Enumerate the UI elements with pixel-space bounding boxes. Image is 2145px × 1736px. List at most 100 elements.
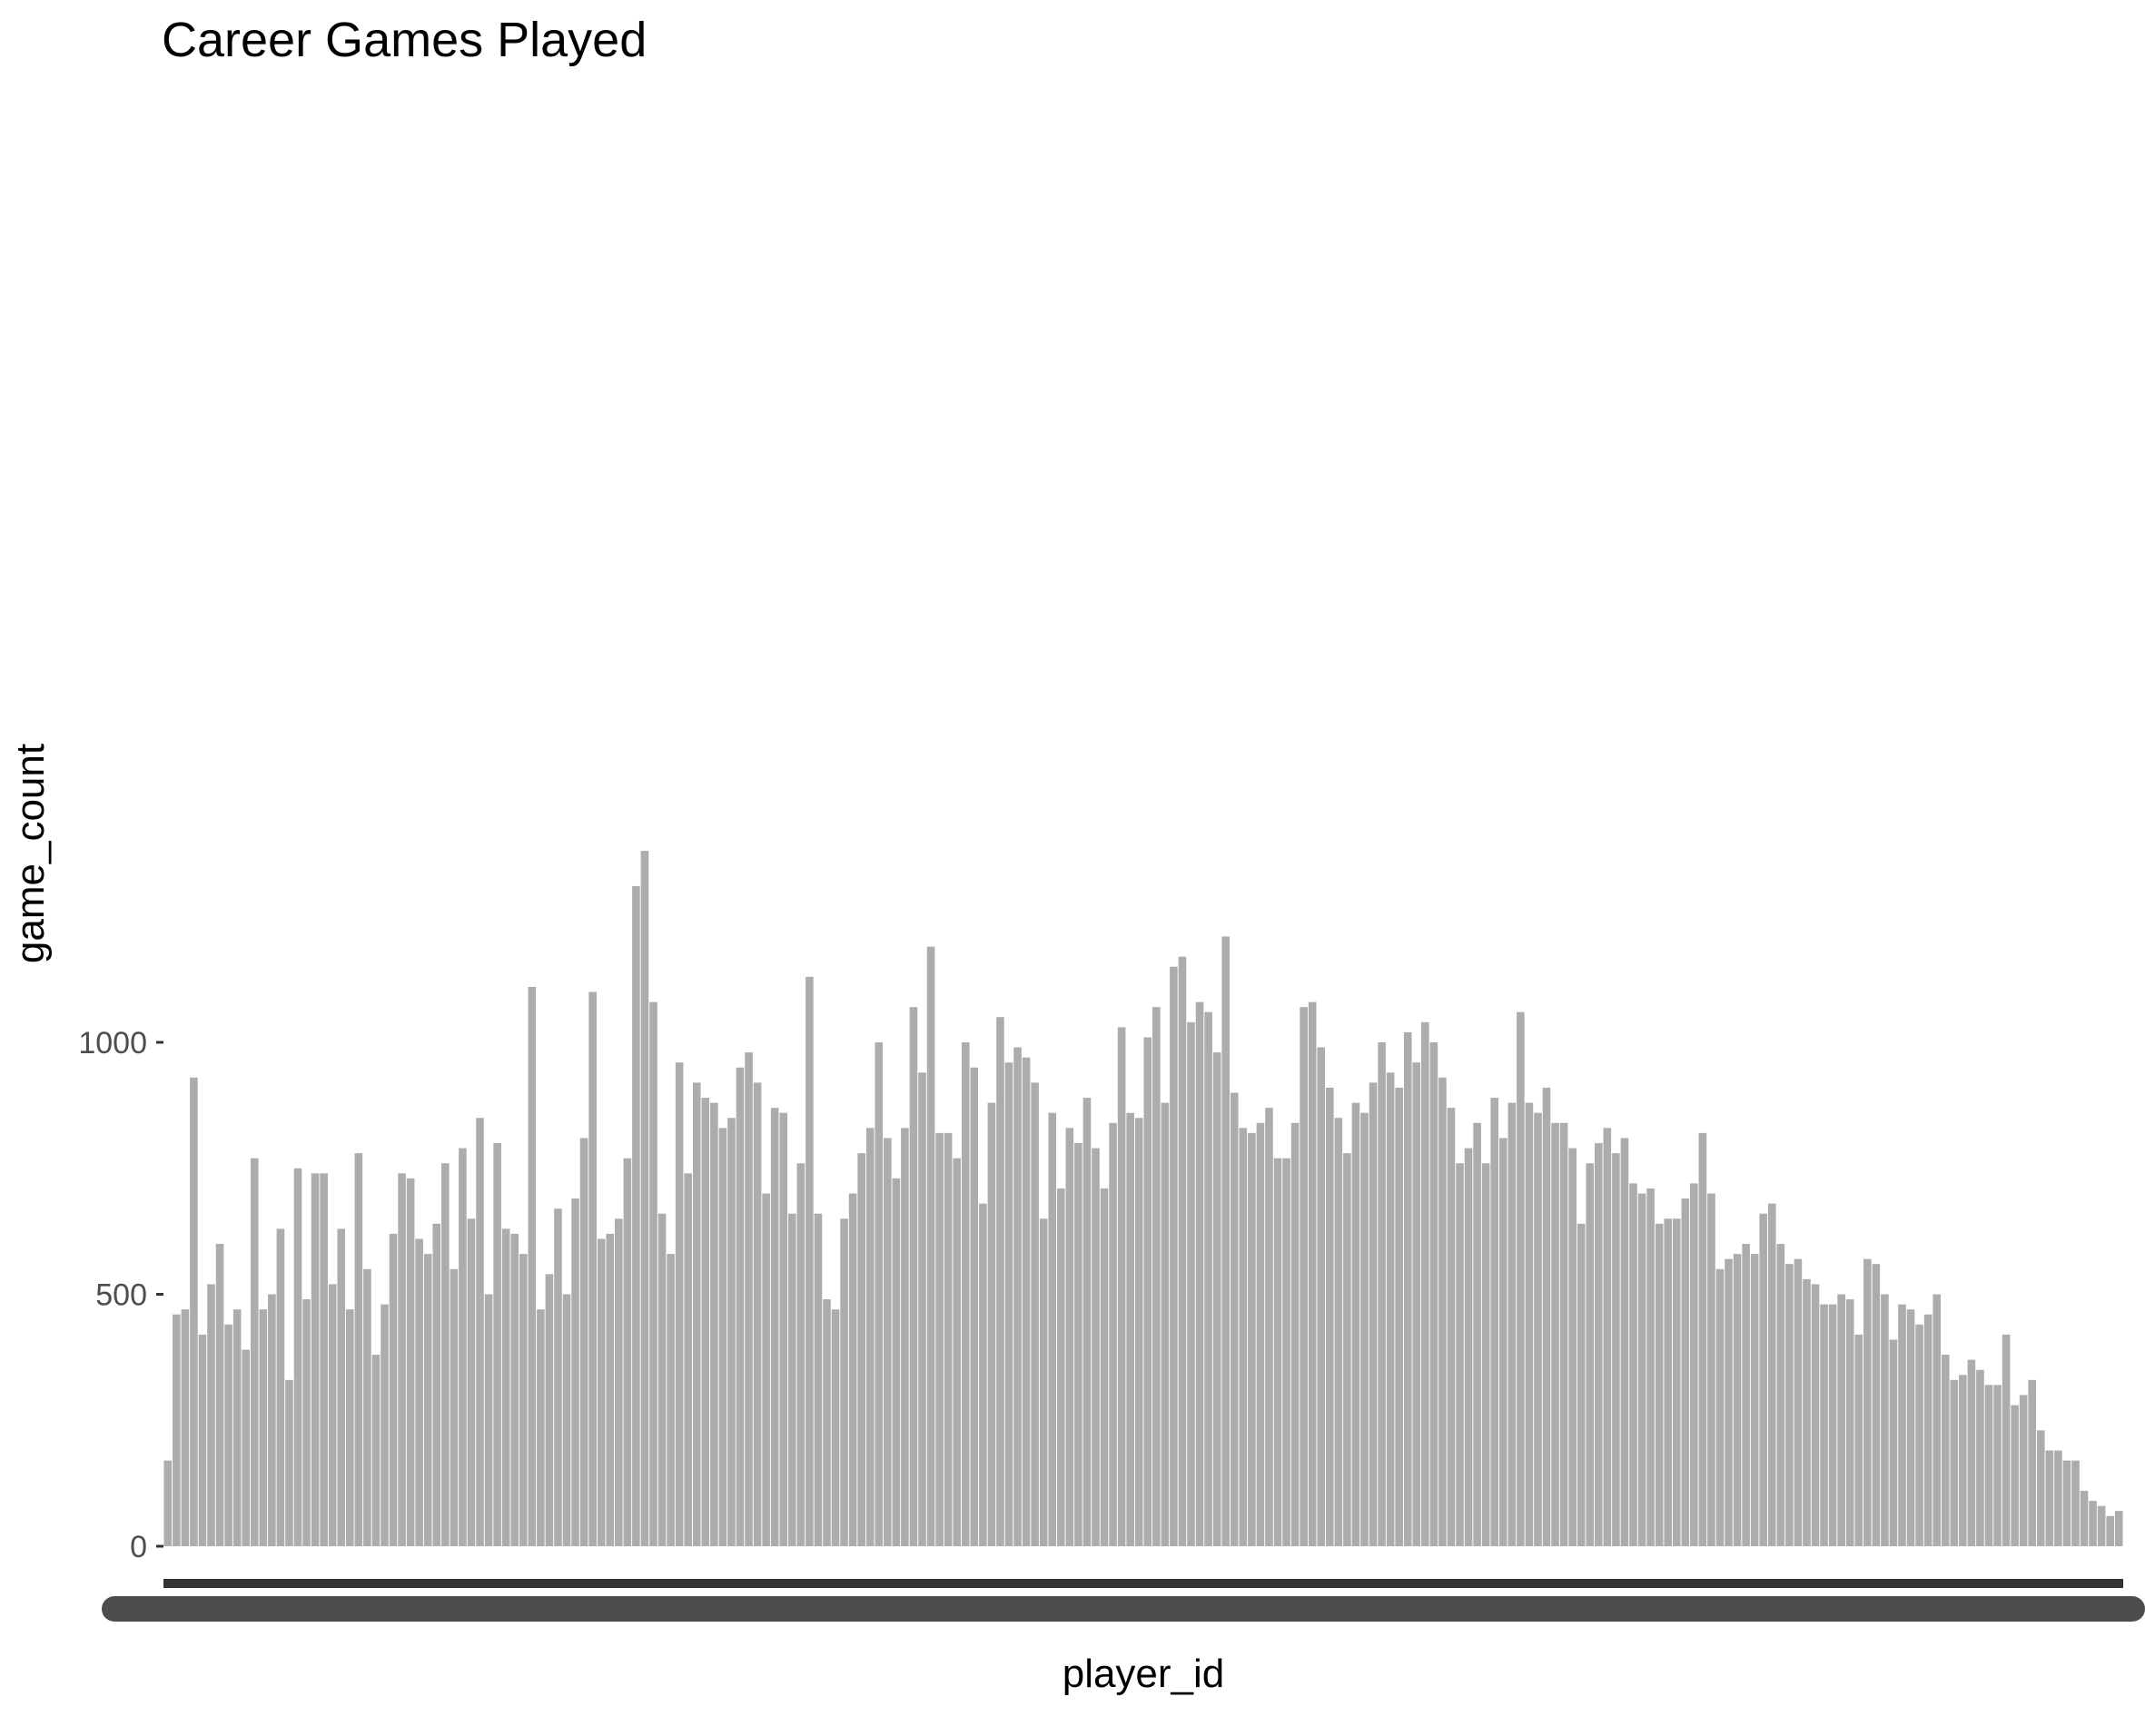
bar [2045,1450,2054,1546]
bar [1603,1128,1612,1546]
bar [1664,1218,1672,1546]
bar [207,1284,215,1546]
bar [684,1173,692,1546]
bar [1725,1258,1733,1546]
bar [588,991,597,1546]
bar [1273,1158,1282,1546]
bar [1221,936,1231,1546]
bar [1386,1072,1395,1546]
bar [484,1294,493,1546]
bar [232,1309,242,1546]
bar [501,1228,510,1546]
bar [1612,1153,1620,1546]
bar [1351,1102,1360,1546]
bar [1698,1132,1707,1546]
bar [640,851,649,1546]
bar [1464,1148,1473,1546]
bar [1092,1148,1100,1546]
bar [1290,1122,1300,1546]
x-tick-marks [163,1579,2123,1588]
bar [857,1153,865,1546]
bar [1750,1254,1759,1546]
bar [554,1208,562,1546]
bar [198,1334,207,1546]
bar [623,1158,632,1546]
bar [293,1168,302,1546]
bar [415,1238,423,1546]
bar [1595,1143,1603,1546]
bar [953,1158,961,1546]
bar [848,1193,857,1546]
bar [1109,1122,1117,1546]
bar [667,1254,675,1546]
bar [1672,1218,1681,1546]
bar [1889,1339,1898,1546]
bar [745,1052,753,1546]
bar [1074,1143,1082,1546]
bar [562,1294,571,1546]
bar [190,1077,198,1546]
bar [1334,1118,1343,1546]
bar [1845,1299,1854,1546]
bar [346,1309,354,1546]
bar [389,1233,398,1546]
bar [1690,1183,1698,1546]
bar [1031,1082,1039,1546]
bar [649,1001,657,1546]
bar [2028,1379,2037,1546]
bar [1507,1102,1517,1546]
bar [1456,1163,1464,1546]
bar [441,1163,450,1546]
bar [1681,1198,1690,1546]
bar [467,1218,476,1546]
bar [1126,1112,1134,1546]
y-tick-label: 1000 [78,1026,147,1060]
bar [753,1082,762,1546]
bar [1134,1118,1143,1546]
bar [423,1254,432,1546]
bar [2002,1334,2011,1546]
bar [1915,1324,1923,1546]
bar [571,1198,579,1546]
bar [173,1314,181,1546]
bar [1785,1264,1794,1546]
bar [1551,1122,1559,1546]
bar [2011,1405,2019,1546]
bar [528,986,537,1546]
bar [215,1244,224,1546]
bar [1577,1223,1586,1546]
bar [1863,1258,1872,1546]
bar [371,1355,381,1546]
bar [1811,1284,1820,1546]
bar [2080,1490,2089,1546]
bar [632,885,640,1546]
bar [398,1173,406,1546]
bar [1082,1098,1092,1546]
bar [1967,1359,1976,1546]
x-axis [102,1579,2145,1622]
bar [779,1112,788,1546]
bar [996,1017,1004,1546]
bar [1959,1375,1967,1546]
bar [2019,1395,2028,1546]
bar [242,1349,251,1546]
bar [615,1218,623,1546]
bar [787,1213,796,1546]
bar [302,1299,311,1546]
bars [163,851,2123,1546]
bar [1039,1218,1048,1546]
bar [1447,1108,1456,1546]
bar [1559,1122,1568,1546]
bar [1803,1278,1811,1546]
bar [979,1203,987,1546]
bar [823,1299,831,1546]
bar [1004,1062,1013,1546]
bar [770,1108,779,1546]
bar [1178,956,1187,1546]
bar [2089,1501,2097,1546]
bar [1715,1268,1725,1546]
bar [476,1118,484,1546]
bar [285,1379,293,1546]
bar [926,946,935,1546]
